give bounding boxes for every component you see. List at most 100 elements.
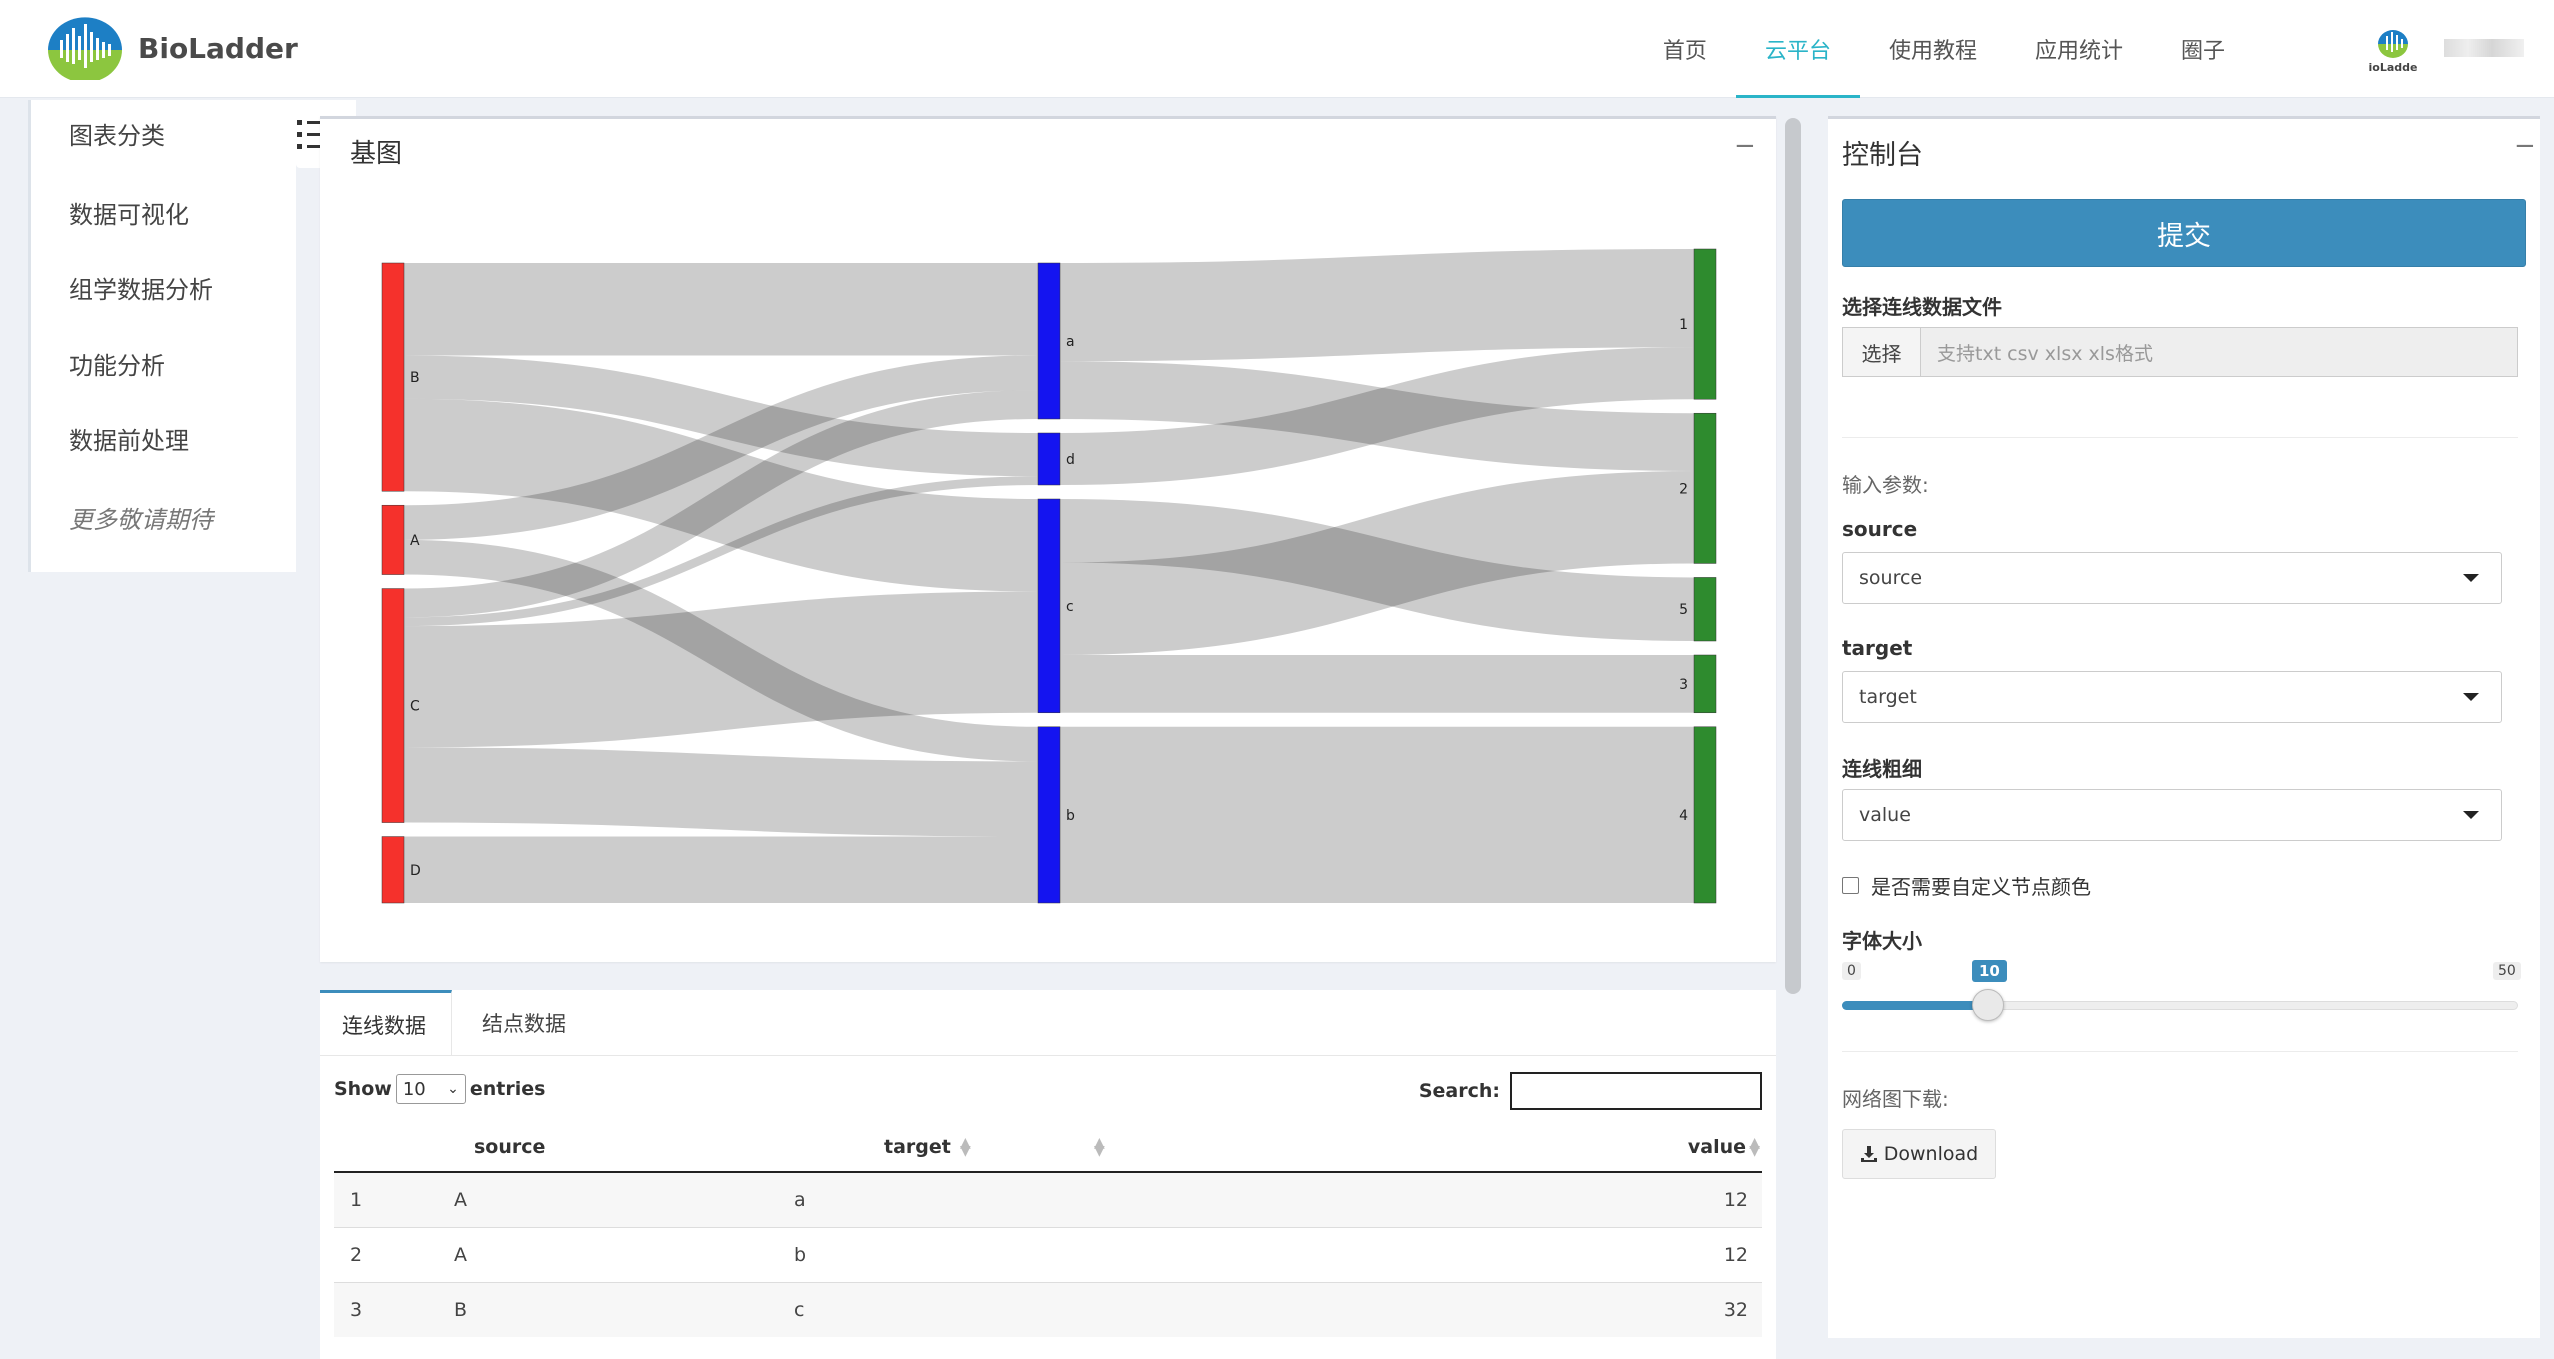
nav-home[interactable]: 首页 [1662, 39, 1707, 64]
file-upload-group: 选择 支持txt csv xlsx xls格式 [1842, 327, 2518, 377]
table-row[interactable]: 1 A a 12 [334, 1171, 1762, 1227]
sankey-node-label-4: 4 [1679, 808, 1688, 824]
tab-link-data[interactable]: 连线数据 [320, 990, 452, 1056]
sankey-node-d[interactable] [1037, 432, 1061, 486]
sankey-node-b[interactable] [1037, 726, 1061, 904]
link-width-select[interactable]: value [1842, 789, 2502, 841]
sankey-node-a[interactable] [1037, 262, 1061, 420]
tab-node-data[interactable]: 结点数据 [482, 1012, 566, 1036]
sankey-node-A[interactable] [381, 504, 405, 575]
sankey-link-A-a[interactable] [403, 355, 1039, 540]
download-label: Download [1883, 1143, 1979, 1165]
sankey-node-C[interactable] [381, 588, 405, 823]
target-select[interactable]: target [1842, 671, 2502, 723]
sankey-node-label-D: D [410, 863, 421, 879]
sankey-link-C-a[interactable] [403, 390, 1039, 618]
sort-icon: ▲ ▼ [1094, 1135, 1105, 1159]
divider [1842, 1051, 2518, 1052]
sankey-node-label-1: 1 [1679, 317, 1688, 333]
download-button[interactable]: Download [1842, 1129, 1996, 1179]
sankey-link-d-1[interactable] [1059, 347, 1695, 485]
slider-value-label: 10 [1972, 960, 2007, 982]
sankey-link-a-2[interactable] [1059, 361, 1695, 471]
file-input-label: 选择连线数据文件 [1842, 295, 2002, 319]
sankey-node-B[interactable] [381, 262, 405, 492]
sankey-node-label-2: 2 [1679, 481, 1688, 497]
username-blurred [2444, 39, 2524, 57]
cell-source: B [454, 1281, 754, 1337]
target-select-value: target [1859, 686, 1917, 708]
user-menu[interactable]: ioLadde [2362, 22, 2524, 74]
source-label: source [1842, 517, 1918, 541]
sankey-node-D[interactable] [381, 836, 405, 904]
nav-cloud-platform[interactable]: 云平台 [1735, 0, 1860, 98]
params-label: 输入参数: [1842, 473, 1929, 497]
chevron-down-icon: ⌄ [447, 1081, 459, 1097]
font-size-slider-fill [1842, 1001, 1988, 1010]
table-search: Search: [1419, 1072, 1762, 1110]
submit-button[interactable]: 提交 [1842, 199, 2526, 267]
file-path-field[interactable]: 支持txt csv xlsx xls格式 [1921, 328, 2517, 376]
entries-label: entries [469, 1078, 546, 1100]
sankey-link-A-b[interactable] [403, 539, 1039, 762]
sankey-node-3[interactable] [1693, 654, 1717, 714]
cell-source: A [454, 1226, 754, 1282]
sankey-link-B-c[interactable] [403, 398, 1039, 592]
table-row[interactable]: 3 B c 32 [334, 1281, 1762, 1337]
column-header-value[interactable]: value ▲ ▼ [1134, 1122, 1762, 1173]
sankey-link-B-d[interactable] [403, 355, 1039, 477]
avatar-brand-text: ioLadde [2369, 61, 2418, 74]
sankey-node-5[interactable] [1693, 577, 1717, 642]
sidebar-item-data-preprocessing[interactable]: 数据前处理 [69, 427, 189, 455]
sankey-node-1[interactable] [1693, 248, 1717, 400]
column-header-target[interactable]: target ▲ ▼ [754, 1122, 1134, 1173]
font-size-label: 字体大小 [1842, 929, 1922, 953]
column-header-source[interactable]: source ▲ ▼ [454, 1122, 971, 1173]
sankey-link-c-2[interactable] [1059, 470, 1695, 656]
chart-panel-title: 基图 [350, 139, 403, 169]
nav-community[interactable]: 圈子 [2180, 39, 2225, 64]
sankey-link-a-1[interactable] [1059, 248, 1695, 362]
download-section-label: 网络图下载: [1842, 1087, 1949, 1111]
search-label: Search: [1418, 1080, 1500, 1102]
sidebar-item-omics-analysis[interactable]: 组学数据分析 [69, 276, 213, 304]
avatar: ioLadde [2369, 30, 2418, 74]
target-label: target [1842, 636, 1913, 660]
file-browse-button[interactable]: 选择 [1843, 328, 1921, 376]
slider-max-label: 50 [2493, 962, 2521, 980]
chart-category-sidebar: 图表分类 数据可视化 组学数据分析 功能分析 数据前处理 更多敬请期待 [28, 100, 296, 572]
custom-node-color-option[interactable]: 是否需要自定义节点颜色 [1842, 871, 2091, 900]
cell-value: 32 [1134, 1281, 1762, 1337]
console-title: 控制台 [1842, 140, 1923, 171]
search-input[interactable] [1510, 1072, 1762, 1110]
nav-tutorial[interactable]: 使用教程 [1888, 39, 1977, 64]
table-header-row: source ▲ ▼ target ▲ ▼ value ▲ ▼ [334, 1122, 1762, 1173]
content-scrollbar-thumb[interactable] [1785, 118, 1801, 994]
sidebar-item-data-visualization[interactable]: 数据可视化 [69, 201, 189, 229]
entries-select[interactable]: 10 ⌄ [395, 1074, 466, 1104]
sankey-link-C-b[interactable] [403, 747, 1039, 837]
source-select[interactable]: source [1842, 552, 2502, 604]
sankey-node-label-3: 3 [1679, 677, 1688, 693]
sankey-node-4[interactable] [1693, 726, 1717, 904]
sidebar-item-functional-analysis[interactable]: 功能分析 [69, 352, 165, 380]
sankey-node-2[interactable] [1693, 412, 1717, 564]
nav-app-stats[interactable]: 应用统计 [2034, 39, 2123, 64]
sankey-link-c-5[interactable] [1059, 499, 1695, 641]
sankey-link-C-c[interactable] [403, 591, 1039, 748]
console-collapse-button[interactable]: − [2514, 131, 2536, 161]
sankey-chart: 1 2 3 4 5 B A C Da d c b [381, 248, 1717, 904]
slider-min-label: 0 [1842, 962, 1861, 980]
custom-node-color-checkbox[interactable] [1842, 877, 1859, 894]
font-size-slider-handle[interactable] [1972, 989, 2004, 1021]
sankey-node-label-c: c [1066, 599, 1074, 615]
cell-target: c [754, 1281, 1134, 1337]
chart-collapse-button[interactable]: − [1734, 131, 1756, 161]
sankey-link-C-d[interactable] [403, 476, 1039, 627]
sankey-node-label-d: d [1066, 452, 1075, 468]
sankey-node-c[interactable] [1037, 498, 1061, 714]
brand-logo[interactable]: BioLadder [40, 14, 298, 82]
sidebar-item-chart-category[interactable]: 图表分类 [69, 122, 165, 150]
table-row[interactable]: 2 A b 12 [334, 1226, 1762, 1282]
